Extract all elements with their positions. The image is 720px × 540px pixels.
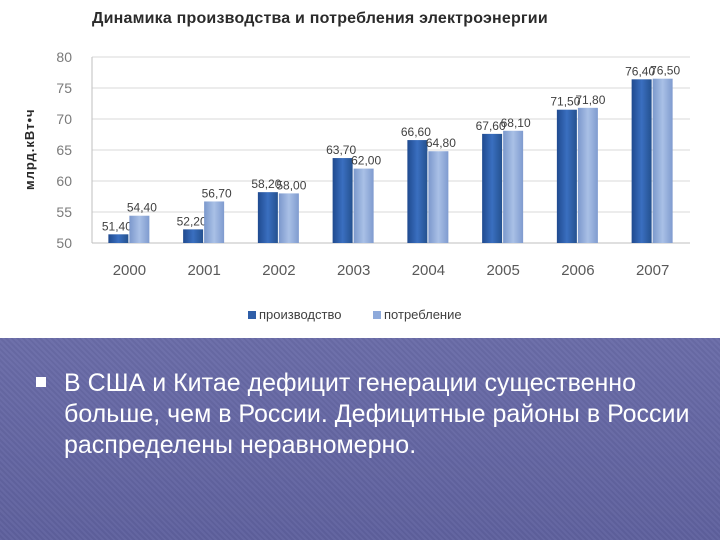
data-label: 71,50 (550, 95, 580, 109)
y-tick-label: 80 (56, 49, 72, 65)
x-tick-label: 2001 (187, 262, 220, 279)
x-tick-label: 2003 (337, 262, 370, 279)
data-label: 52,20 (177, 214, 207, 228)
data-label: 58,00 (276, 178, 306, 192)
data-label: 56,70 (202, 186, 232, 200)
y-tick-label: 50 (56, 235, 72, 251)
legend-swatch (373, 311, 381, 319)
bar-production (257, 192, 278, 243)
data-label: 64,80 (426, 136, 456, 150)
bar-consumption (204, 201, 225, 243)
data-label: 67,60 (476, 119, 506, 133)
bar-production (407, 140, 428, 243)
chart-title: Динамика производства и потребления элек… (92, 10, 548, 27)
x-tick-label: 2000 (113, 262, 146, 279)
data-label: 51,40 (102, 219, 132, 233)
bar-production (556, 109, 577, 243)
chart-area: Динамика производства и потребления элек… (22, 10, 690, 322)
y-tick-label: 55 (56, 204, 72, 220)
bar-chart: 50 55 60 65 70 75 80 51,40 54,40 2000 52,20 56,70 20… (56, 49, 690, 322)
y-tick-label: 75 (56, 80, 72, 96)
bar-consumption (577, 107, 598, 243)
bar-production (108, 234, 129, 243)
legend-label: потребление (384, 307, 462, 322)
data-label: 66,60 (401, 125, 431, 139)
data-label: 54,40 (127, 201, 157, 215)
bar-consumption (129, 215, 150, 243)
data-label: 63,70 (326, 143, 356, 157)
data-label: 68,10 (501, 116, 531, 130)
data-label: 58,20 (251, 177, 281, 191)
bar-consumption (652, 78, 673, 243)
x-tick-label: 2007 (636, 262, 669, 279)
y-tick-label: 65 (56, 142, 72, 158)
bar-production (631, 79, 652, 243)
data-label: 62,00 (351, 154, 381, 168)
bar-production (183, 229, 204, 243)
data-label: 76,40 (625, 64, 655, 78)
bar-production (482, 133, 503, 243)
data-label: 76,50 (650, 64, 680, 78)
y-tick-label: 70 (56, 111, 72, 127)
x-tick-label: 2004 (412, 262, 445, 279)
legend-swatch (248, 311, 256, 319)
legend-label: производство (259, 307, 341, 322)
y-tick-label: 60 (56, 173, 72, 189)
bullet-text: В США и Китае дефицит генерации существе… (64, 369, 690, 459)
slide-text-panel: В США и Китае дефицит генерации существе… (0, 338, 720, 540)
data-label: 71,80 (575, 93, 605, 107)
bar-production (332, 158, 353, 243)
x-tick-label: 2005 (486, 262, 519, 279)
square-bullet-icon (36, 377, 46, 387)
bar-consumption (503, 130, 524, 243)
bar-consumption (428, 151, 449, 243)
x-tick-label: 2002 (262, 262, 295, 279)
bar-consumption (278, 193, 299, 243)
bar-consumption (353, 168, 374, 243)
x-tick-label: 2006 (561, 262, 594, 279)
